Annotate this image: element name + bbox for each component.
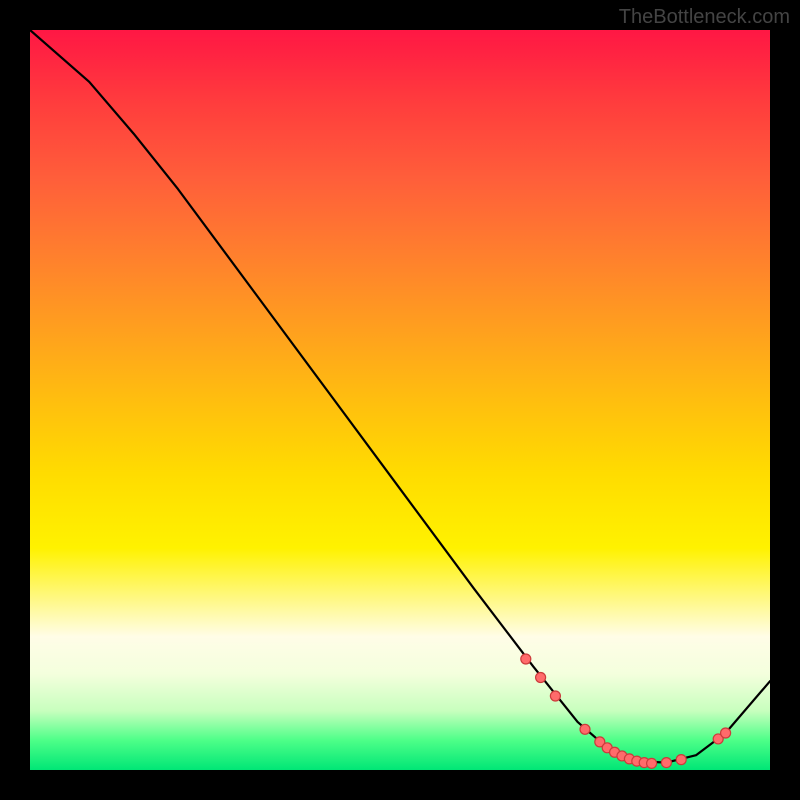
bottleneck-curve [30,30,770,763]
data-marker [521,654,531,664]
data-marker [647,758,657,768]
plot-area [30,30,770,770]
data-marker [536,673,546,683]
data-marker [550,691,560,701]
data-marker [661,758,671,768]
chart-svg [30,30,770,770]
data-marker [580,724,590,734]
data-marker [676,755,686,765]
watermark-text: TheBottleneck.com [619,6,790,29]
data-marker [721,728,731,738]
data-markers [521,654,731,768]
